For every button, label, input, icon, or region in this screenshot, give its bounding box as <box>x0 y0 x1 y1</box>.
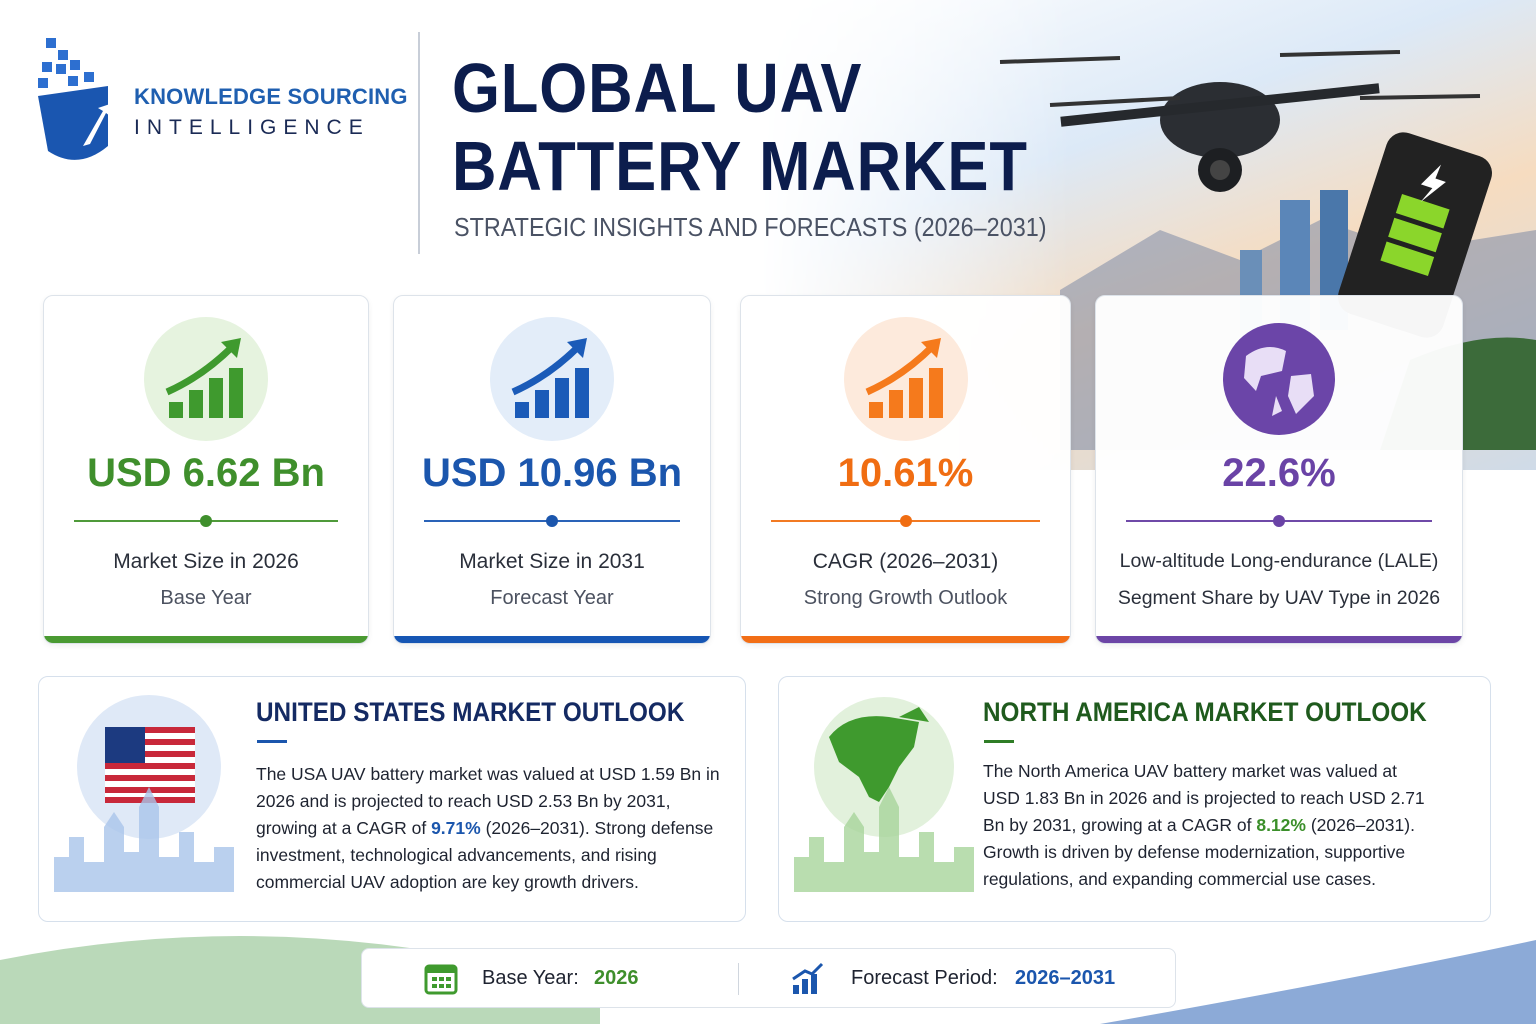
stat-value: USD 6.62 Bn <box>87 451 325 495</box>
highlight: 9.71% <box>431 818 481 838</box>
stat-card: USD 6.62 Bn Market Size in 2026 Base Yea… <box>43 295 369 644</box>
stat-sublabel: Strong Growth Outlook <box>803 587 1008 609</box>
stat-card: 10.61% CAGR (2026–2031) Strong Growth Ou… <box>740 295 1071 644</box>
stat-sublabel: Forecast Year <box>490 587 614 609</box>
card-accent <box>394 636 710 643</box>
growth-icon <box>843 317 968 441</box>
forecast-value: 2026–2031 <box>1015 967 1116 989</box>
title: BATTERY MARKET <box>452 127 1028 205</box>
base-label: Base Year: <box>482 967 579 989</box>
card-accent <box>1096 636 1462 643</box>
text: (2026–2031). Growth is driven by defense… <box>983 815 1415 889</box>
us-flag-illustration <box>54 695 234 892</box>
stat-sublabel: Base Year <box>160 587 252 609</box>
highlight: 8.12% <box>1256 815 1306 835</box>
outlook-text: The North America UAV battery market was… <box>983 758 1433 893</box>
footer-divider <box>738 963 739 995</box>
base-value: 2026 <box>594 967 639 989</box>
stat-label: Market Size in 2031 <box>459 550 645 573</box>
outlook-panel: NORTH AMERICA MARKET OUTLOOK The North A… <box>778 676 1491 922</box>
header-divider <box>418 32 420 254</box>
stat-value: USD 10.96 Bn <box>421 451 683 495</box>
forecast-label: Forecast Period: <box>851 967 998 989</box>
subtitle: STRATEGIC INSIGHTS AND FORECASTS (2026–2… <box>454 212 1047 242</box>
stat-label: Low-altitude Long-endurance (LALE) <box>1119 550 1439 572</box>
stat-sublabel: Segment Share by UAV Type in 2026 <box>1117 587 1441 609</box>
rule-dot <box>1273 515 1285 527</box>
footer-bar: Base Year: 2026 Forecast Period: 2026–20… <box>361 948 1176 1008</box>
globe-icon <box>1223 323 1335 435</box>
rule-dot <box>546 515 558 527</box>
brand-name: KNOWLEDGE SOURCING <box>134 84 408 109</box>
brand-tagline: INTELLIGENCE <box>134 116 370 139</box>
title-accent <box>984 740 1014 743</box>
rule-dot <box>899 515 912 527</box>
outlook-text: The USA UAV battery market was valued at… <box>256 761 731 896</box>
card-accent <box>44 636 368 643</box>
chart-icon <box>792 962 824 994</box>
growth-icon <box>144 317 268 441</box>
stat-label: CAGR (2026–2031) <box>812 550 999 573</box>
outlook-title: UNITED STATES MARKET OUTLOOK <box>256 697 685 727</box>
title-accent <box>257 740 287 743</box>
stat-label: Market Size in 2026 <box>113 550 299 573</box>
card-accent <box>741 636 1070 643</box>
outlook-panel: UNITED STATES MARKET OUTLOOK The USA UAV… <box>38 676 746 922</box>
outlook-title: NORTH AMERICA MARKET OUTLOOK <box>983 697 1427 727</box>
brand-logo <box>38 38 110 160</box>
calendar-icon <box>424 964 458 995</box>
north-america-illustration <box>794 697 974 892</box>
rule-dot <box>200 515 212 527</box>
text: (2026–2031). Strong defense investment, … <box>256 818 714 892</box>
stat-card: 22.6% Low-altitude Long-endurance (LALE)… <box>1095 295 1463 644</box>
title: GLOBAL UAV <box>452 49 863 127</box>
stat-value: 10.61% <box>837 451 974 495</box>
stat-card: USD 10.96 Bn Market Size in 2031 Forecas… <box>393 295 711 644</box>
text: The USA UAV battery market was valued at… <box>256 764 720 838</box>
stat-value: 22.6% <box>1222 451 1336 495</box>
growth-icon <box>490 317 614 441</box>
text: The North America UAV battery market was… <box>983 761 1425 835</box>
